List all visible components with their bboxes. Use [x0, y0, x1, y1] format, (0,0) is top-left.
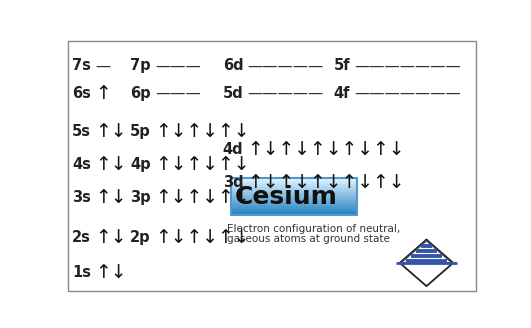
Text: 2p: 2p — [130, 230, 151, 245]
Bar — [231, 197, 356, 198]
Bar — [231, 191, 356, 192]
Text: ———————: ——————— — [355, 86, 461, 101]
Text: 7p: 7p — [130, 58, 151, 73]
Text: ↑↓: ↑↓ — [95, 122, 127, 141]
Text: ↑↓: ↑↓ — [95, 188, 127, 207]
Bar — [231, 183, 356, 184]
Bar — [231, 179, 356, 180]
Bar — [231, 211, 356, 212]
Text: ↑↓↑↓↑↓↑↓↑↓: ↑↓↑↓↑↓↑↓↑↓ — [247, 173, 405, 192]
Text: 4f: 4f — [334, 86, 350, 101]
Bar — [231, 194, 356, 195]
Bar — [231, 198, 356, 199]
Text: 3d: 3d — [222, 174, 243, 190]
Text: 3s: 3s — [72, 190, 91, 205]
Text: 5f: 5f — [333, 58, 350, 73]
Bar — [231, 200, 356, 201]
Text: ↑↓↑↓↑↓↑↓↑↓: ↑↓↑↓↑↓↑↓↑↓ — [247, 140, 405, 159]
Bar — [231, 188, 356, 189]
Bar — [231, 210, 356, 211]
Bar — [231, 196, 356, 197]
Text: Cesium: Cesium — [235, 185, 338, 209]
Bar — [231, 205, 356, 206]
Text: ↑↓: ↑↓ — [95, 228, 127, 247]
Bar — [231, 214, 356, 215]
Text: 6d: 6d — [222, 58, 243, 73]
Bar — [231, 201, 356, 202]
Bar — [231, 190, 356, 191]
Bar — [231, 213, 356, 214]
Bar — [231, 209, 356, 210]
Text: ↑↓↑↓↑↓: ↑↓↑↓↑↓ — [155, 188, 250, 207]
Text: Electron configuration of neutral,: Electron configuration of neutral, — [227, 224, 400, 234]
Bar — [231, 178, 356, 215]
Text: ↑↓: ↑↓ — [95, 155, 127, 174]
Bar — [231, 204, 356, 205]
Bar — [231, 182, 356, 183]
Text: 7s: 7s — [72, 58, 91, 73]
Text: 5s: 5s — [72, 124, 91, 139]
Text: 6p: 6p — [130, 86, 151, 101]
Text: —————: ————— — [247, 86, 324, 101]
Bar — [231, 185, 356, 186]
Bar — [231, 181, 356, 182]
Bar — [231, 207, 356, 208]
Text: ↑↓↑↓↑↓: ↑↓↑↓↑↓ — [155, 155, 250, 174]
Text: ↑↓↑↓↑↓: ↑↓↑↓↑↓ — [155, 228, 250, 247]
Bar — [231, 208, 356, 209]
Text: ↑: ↑ — [95, 84, 111, 103]
Bar — [231, 189, 356, 190]
Text: —————: ————— — [247, 58, 324, 73]
Bar — [231, 199, 356, 200]
Text: 5p: 5p — [130, 124, 151, 139]
Text: 2s: 2s — [72, 230, 91, 245]
Text: 6s: 6s — [72, 86, 91, 101]
Text: 4s: 4s — [72, 157, 91, 172]
Bar — [231, 203, 356, 204]
Bar — [231, 202, 356, 203]
Text: —: — — [95, 58, 110, 73]
Text: 1s: 1s — [72, 265, 91, 280]
Bar — [231, 206, 356, 207]
Text: ↑↓↑↓↑↓: ↑↓↑↓↑↓ — [155, 122, 250, 141]
Bar — [231, 180, 356, 181]
Text: 4p: 4p — [130, 157, 151, 172]
Text: gaseous atoms at ground state: gaseous atoms at ground state — [227, 234, 390, 244]
Bar — [231, 195, 356, 196]
Text: 5d: 5d — [222, 86, 243, 101]
Text: 3p: 3p — [130, 190, 151, 205]
Text: ↑↓: ↑↓ — [95, 263, 127, 282]
Text: ———————: ——————— — [355, 58, 461, 73]
Bar — [231, 212, 356, 213]
Bar — [231, 178, 356, 179]
Bar — [231, 187, 356, 188]
Text: 4d: 4d — [222, 142, 243, 157]
Bar — [231, 186, 356, 187]
Bar — [231, 184, 356, 185]
Bar — [231, 193, 356, 194]
Text: ———: ——— — [155, 86, 201, 101]
Text: ———: ——— — [155, 58, 201, 73]
Bar — [231, 192, 356, 193]
